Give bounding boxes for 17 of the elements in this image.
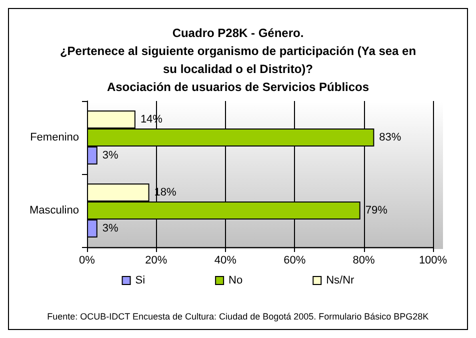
source-note: Fuente: OCUB-IDCT Encuesta de Cultura: Ciudad de Bogotá 2005. Formulario Básico BPG28K <box>47 312 429 322</box>
data-label: 83% <box>379 132 402 144</box>
y-tick-label: Masculino <box>29 204 79 216</box>
x-tick-label: 20% <box>145 254 168 266</box>
x-tick-label: 80% <box>352 254 376 266</box>
y-tick-label: Femenino <box>30 132 79 144</box>
data-label: 3% <box>102 150 118 162</box>
x-tick-label: 40% <box>214 254 237 266</box>
data-label: 3% <box>102 222 118 234</box>
chart-title: Cuadro P28K - Género. ¿Pertenece al siguiente organismo de participación (Ya sea en su localidad o el Distrito)? Asociación de usuarios de Servicios Públicos <box>60 26 416 94</box>
x-tick-label: 100% <box>418 254 448 266</box>
legend-label: Ns/Nr <box>326 274 355 286</box>
data-label: 79% <box>365 204 388 216</box>
legend-label: No <box>228 274 243 286</box>
x-tick-label: 60% <box>284 254 306 266</box>
x-tick-label: 0% <box>79 254 96 266</box>
legend-label: Si <box>135 274 146 286</box>
